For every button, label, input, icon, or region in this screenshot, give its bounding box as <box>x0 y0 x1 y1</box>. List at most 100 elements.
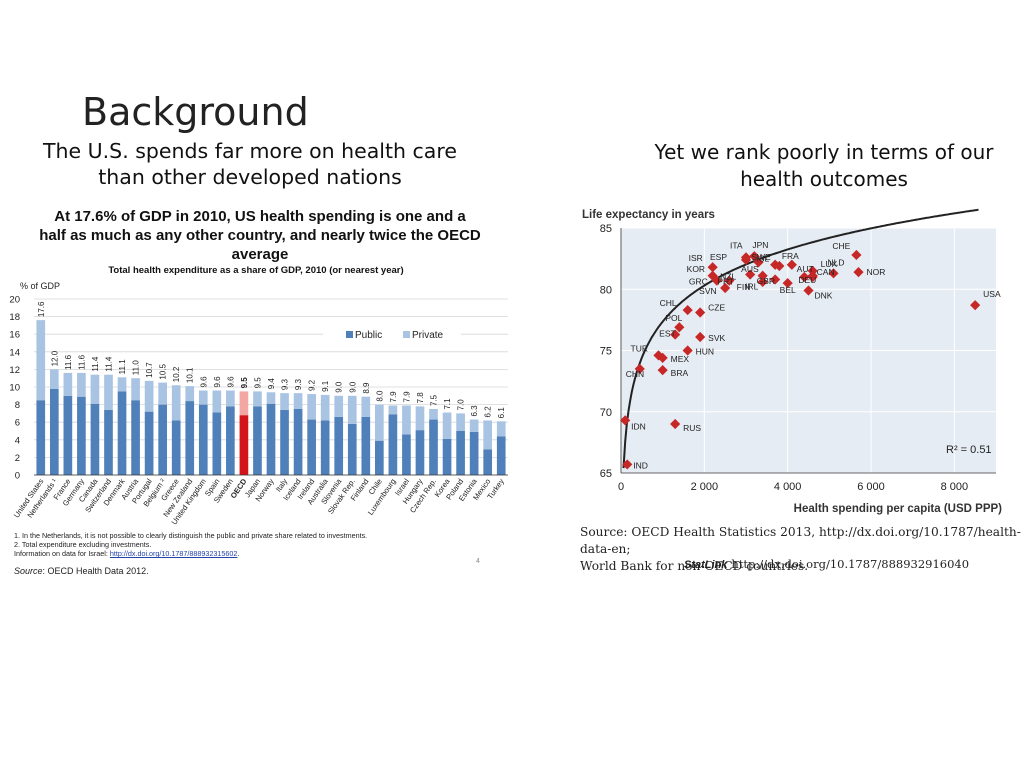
bar-public <box>496 436 506 475</box>
bar-public <box>144 411 154 475</box>
bar-total-label: 9.3 <box>294 378 303 390</box>
bar-total-label: 9.1 <box>321 380 330 392</box>
bar-private <box>212 390 222 413</box>
point-label: TUR <box>631 343 648 353</box>
point-label: CHL <box>660 298 677 308</box>
bar-private <box>429 409 438 420</box>
y-tick-label: 18 <box>9 312 20 323</box>
bar-private <box>469 419 479 432</box>
point-label: NLD <box>828 257 845 267</box>
bar-total-label: 6.2 <box>484 406 493 418</box>
bar-public <box>361 416 371 475</box>
scatter-source-line2: World Bank for non-OECD countries. <box>580 559 809 573</box>
x-tick-label: 6 000 <box>857 481 885 493</box>
bar-public <box>239 415 249 475</box>
bar-private <box>442 412 452 439</box>
bar-private <box>334 395 344 417</box>
bar-total-label: 6.1 <box>497 407 506 419</box>
bar-public <box>36 400 46 475</box>
bar-public <box>185 401 195 475</box>
bar-private <box>226 390 235 407</box>
point-label: FRA <box>782 251 799 261</box>
point-label: JPN <box>752 240 768 250</box>
point-label: IDN <box>631 421 646 431</box>
y-tick-label: 75 <box>600 346 612 358</box>
y-tick-label: 4 <box>15 435 20 446</box>
scatter-source-line1: Source: OECD Health Statistics 2013, htt… <box>580 525 1021 556</box>
statlink: StatLink http://dx.doi.org/10.1787/888932… <box>684 557 969 571</box>
bar-public <box>375 440 384 475</box>
bar-total-label: 8.0 <box>375 390 384 402</box>
bar-total-label: 7.9 <box>402 391 411 403</box>
x-tick-label: 8 000 <box>941 481 969 493</box>
bar-total-label: 10.2 <box>172 366 181 382</box>
bar-private <box>293 393 303 409</box>
bar-private <box>117 377 127 392</box>
bar-private <box>375 404 384 441</box>
bar-public <box>63 395 73 475</box>
y-tick-label: 20 <box>9 295 20 306</box>
y-tick-label: 8 <box>15 400 20 411</box>
right-subtitle-line2: health outcomes <box>740 167 908 191</box>
point-label: CAN <box>817 267 835 277</box>
bar-private <box>388 405 398 415</box>
bar-private <box>266 392 276 404</box>
point-label: CHE <box>832 241 850 251</box>
y-tick-label: 10 <box>9 383 20 394</box>
bar-chart-title: Total health expenditure as a share of G… <box>108 265 404 276</box>
bar-total-label: 6.3 <box>470 405 479 417</box>
bar-total-label: 10.1 <box>186 367 195 383</box>
bar-private <box>307 394 316 420</box>
bar-total-label: 10.5 <box>159 363 168 379</box>
bar-private <box>456 413 465 431</box>
x-tick-label: 4 000 <box>774 481 802 493</box>
y-tick-label: 12 <box>9 365 20 376</box>
point-label: ITA <box>730 240 743 250</box>
bar-total-label: 8.9 <box>362 382 371 394</box>
bar-public <box>90 403 100 475</box>
bar-private <box>280 393 289 410</box>
bar-public <box>334 416 344 475</box>
point-label: ISR <box>689 253 703 263</box>
legend-swatch-private <box>403 331 410 338</box>
bar-private <box>63 372 73 396</box>
legend-swatch-public <box>346 331 353 338</box>
bar-total-label: 11.0 <box>132 360 141 376</box>
y-tick-label: 6 <box>15 418 20 429</box>
point-label: SWE <box>751 252 771 262</box>
bar-private <box>90 374 100 404</box>
bar-private <box>131 378 140 401</box>
point-label: LUX <box>821 259 838 269</box>
bar-total-label: 17.6 <box>37 301 46 317</box>
statlink-url[interactable]: http://dx.doi.org/10.1787/888932916040 <box>731 557 970 571</box>
point-label: USA <box>983 289 1001 299</box>
bar-total-label: 7.5 <box>430 394 439 406</box>
bar-total-label: 7.1 <box>443 398 452 410</box>
point-label: ISL <box>757 253 770 263</box>
bar-public <box>456 431 465 475</box>
point-label: SVK <box>708 333 725 343</box>
bar-public <box>469 431 479 475</box>
bar-public <box>429 419 438 475</box>
bar-total-label: 9.0 <box>335 381 344 393</box>
footnote-1: 1. In the Netherlands, it is not possibl… <box>14 531 368 540</box>
left-subtitle-line1: The U.S. spends far more on health care <box>43 139 457 163</box>
bar-public <box>171 420 181 475</box>
bar-total-label: 12.0 <box>50 350 59 366</box>
x-tick-label: 2 000 <box>691 481 719 493</box>
bar-public <box>280 409 289 475</box>
bar-headline-line3: average <box>231 246 289 263</box>
bar-private <box>483 420 493 450</box>
data-point <box>682 304 693 316</box>
y-tick-label: 65 <box>600 468 612 480</box>
israel-data-link[interactable]: http://dx.doi.org/10.1787/888932315602 <box>109 549 238 558</box>
point-label: DNK <box>815 290 833 300</box>
bar-private <box>49 369 59 389</box>
bar-public <box>158 404 167 475</box>
point-label: HUN <box>696 347 714 357</box>
left-subtitle: The U.S. spends far more on health care … <box>0 138 500 190</box>
right-subtitle-line1: Yet we rank poorly in terms of our <box>654 140 994 164</box>
bar-public <box>212 412 222 475</box>
bar-private <box>320 394 330 421</box>
data-point <box>724 275 735 286</box>
